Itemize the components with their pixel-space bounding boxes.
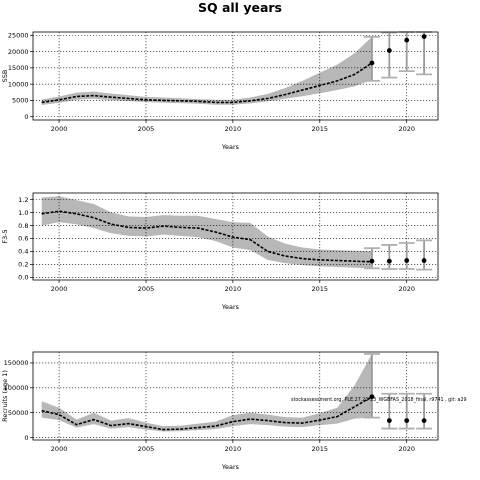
- x-axis-label: Years: [221, 143, 240, 151]
- estimate-line: [41, 210, 372, 263]
- axes-frame: [32, 192, 439, 281]
- x-tick-label: 2005: [138, 125, 155, 133]
- x-tick-label: 2000: [51, 125, 68, 133]
- x-tick-label: 2015: [312, 445, 329, 453]
- forecast-point: [386, 258, 392, 264]
- y-tick-label: 1.0: [18, 209, 28, 217]
- x-tick-label: 2020: [398, 125, 415, 133]
- y-tick-label: 0: [24, 113, 28, 121]
- x-tick-label: 2015: [312, 125, 329, 133]
- y-tick-label: 0.4: [18, 248, 28, 256]
- x-tick-label: 2010: [225, 125, 242, 133]
- panel-3: 2000 2005 2010 2015 2020 0 50000 100000 150000 Ye…: [1, 351, 439, 471]
- y-tick-label: 0.2: [18, 261, 28, 269]
- panel-1: 2000 2005 2010 2015 2020 0 5000 10000 15000 20000…: [1, 31, 439, 151]
- y-axis-label: Recruits (age 1): [1, 370, 9, 422]
- y-tick-label: 15000: [8, 64, 29, 72]
- confidence-band: [41, 36, 372, 105]
- y-tick-label: 25000: [8, 32, 29, 40]
- x-tick-label: 2000: [51, 445, 68, 453]
- y-tick-label: 10000: [8, 80, 29, 88]
- y-tick-label: 0: [24, 434, 28, 442]
- figure-title: SQ all years: [198, 0, 282, 15]
- forecast-point: [369, 394, 375, 400]
- forecast-point: [404, 258, 410, 263]
- y-tick-label: 5000: [12, 97, 29, 105]
- x-tick-label: 2020: [398, 285, 415, 293]
- x-tick-label: 2020: [398, 445, 415, 453]
- annotation-text: stockassessment.org, PLE.27.21-23_WGBFAS…: [291, 397, 467, 403]
- y-tick-label: 20000: [8, 48, 29, 56]
- axes-frame: [32, 351, 439, 441]
- x-axis-label: Years: [221, 463, 240, 471]
- panels: 2000 2005 2010 2015 202005000100001500020000…: [1, 31, 439, 471]
- forecast-point: [421, 258, 427, 263]
- forecast-point: [386, 418, 392, 424]
- forecast-point: [421, 418, 427, 424]
- x-tick-label: 2015: [312, 285, 329, 293]
- x-tick-label: 2010: [225, 285, 242, 293]
- x-axis-label: Years: [221, 303, 240, 311]
- confidence-band: [41, 196, 372, 269]
- y-axis-label: SSB: [1, 70, 9, 83]
- estimate-line: [41, 396, 373, 431]
- x-tick-label: 2005: [138, 285, 155, 293]
- forecast-point: [369, 258, 375, 264]
- forecast-point: [404, 418, 410, 424]
- y-tick-label: 100000: [4, 384, 29, 392]
- axes-frame: [32, 31, 439, 121]
- y-tick-label: 0.6: [18, 235, 28, 243]
- y-tick-label: 1.2: [18, 196, 28, 204]
- forecast-point: [404, 37, 410, 43]
- panel-2: 2000 2005 2010 2015 2020 0.0 0.2 0.4 0.6 0.8 1.0 1.…: [1, 192, 439, 311]
- x-tick-label: 2010: [225, 445, 242, 453]
- y-axis-label: F3-5: [1, 229, 9, 243]
- y-tick-label: 0.8: [18, 222, 28, 230]
- x-tick-label: 2000: [51, 285, 68, 293]
- forecast-point: [369, 60, 375, 66]
- x-tick-label: 2005: [138, 445, 155, 453]
- y-tick-label: 50000: [8, 409, 29, 417]
- estimate-line: [41, 62, 373, 104]
- forecast-point: [386, 48, 392, 53]
- forecast-point: [421, 34, 427, 39]
- y-tick-label: 0.0: [18, 274, 28, 282]
- confidence-band: [41, 354, 372, 432]
- y-tick-label: 150000: [4, 359, 29, 367]
